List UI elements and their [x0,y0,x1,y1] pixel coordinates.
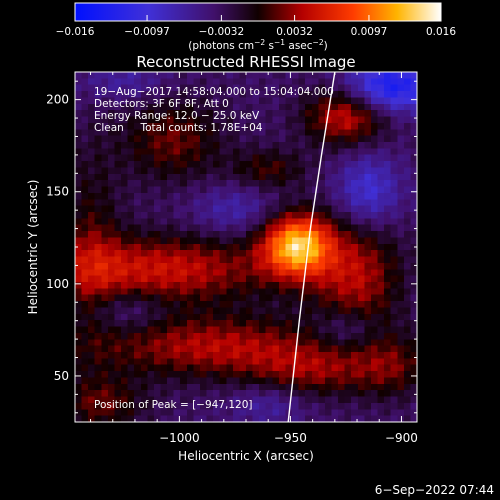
colorbar-ticks: −0.016 −0.0097 −0.0032 0.0032 0.0097 0.016 [56,15,456,38]
annotation-block: 19−Aug−2017 14:58:04.000 to 15:04:04.000… [94,86,334,134]
x-tick-label: −950 [274,431,307,445]
y-tick-label: 150 [46,185,69,199]
x-tick-label: −1000 [159,431,200,445]
x-tick-label: −900 [385,431,418,445]
colorbar: −0.016 −0.0097 −0.0032 0.0032 0.0097 0.016 (p… [56,2,456,52]
y-tick-label: 50 [54,369,69,383]
peak-position-label: Position of Peak = [−947,120] [94,399,253,411]
y-axis-label: Heliocentric Y (arcsec) [26,180,40,315]
y-tick-label: 200 [46,93,69,107]
colorbar-unit-label: (photons cm−2 s−1 asec−2) [188,38,327,52]
annotation-energy-range: Energy Range: 12.0 − 25.0 keV [94,110,260,122]
colorbar-tick-label: −0.0097 [124,26,170,38]
annotation-detectors: Detectors: 3F 6F 8F, Att 0 [94,98,229,110]
colorbar-frame [74,2,442,22]
colorbar-tick-label: 0.0032 [276,26,313,38]
heatmap-image [75,72,417,422]
solar-limb-line [287,72,336,422]
annotation-time-range: 19−Aug−2017 14:58:04.000 to 15:04:04.000 [94,86,334,98]
axis-ticks: −1000 −950 −900 50 100 150 200 [46,72,418,445]
footer-date: 6−Sep−2022 07:44 [375,483,494,497]
plot-area [75,72,417,422]
annotation-clean-counts: Clean Total counts: 1.78E+04 [94,122,263,134]
colorbar-tick-label: −0.0032 [199,26,245,38]
colorbar-gradient [75,3,441,21]
colorbar-tick-label: 0.016 [426,26,456,38]
colorbar-tick-label: 0.0097 [351,26,388,38]
y-tick-label: 100 [46,277,69,291]
chart-title: Reconstructed RHESSI Image [136,53,355,71]
colorbar-tick-label: −0.016 [56,26,95,38]
x-axis-label: Heliocentric X (arcsec) [178,449,314,463]
